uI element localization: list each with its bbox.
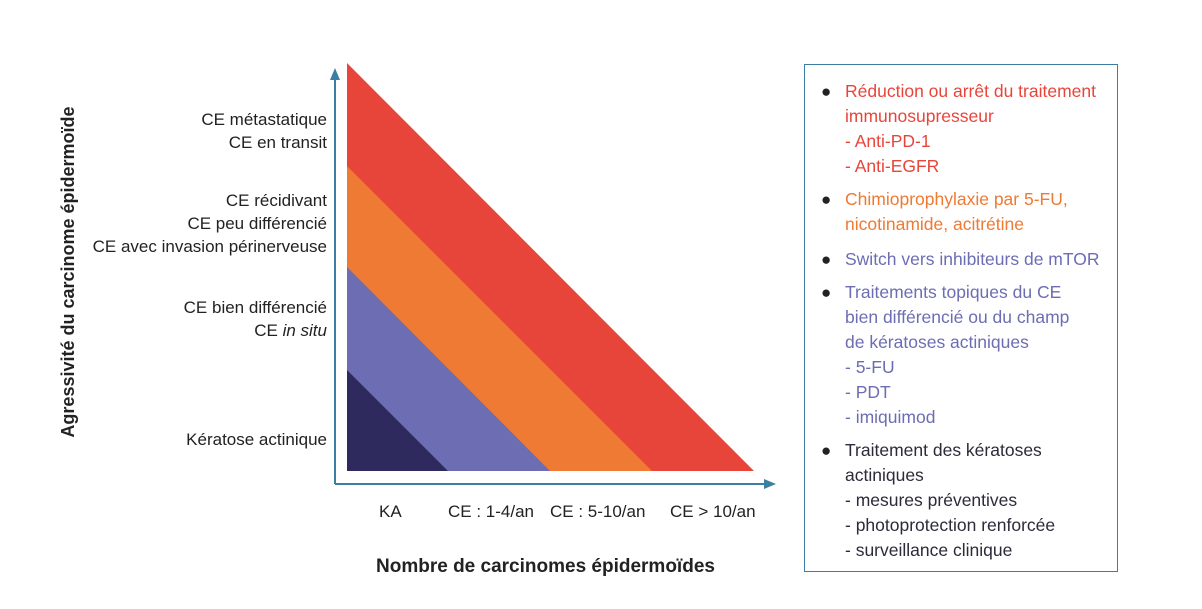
row-label-line: CE récidivant [225, 191, 327, 210]
treatment-legend: ● Réduction ou arrêt du traitement immun… [804, 64, 1118, 572]
in-situ-italic: in situ [282, 321, 327, 340]
row-label-well-differentiated: CE bien différencié CE in situ [184, 296, 327, 342]
bullet-icon: ● [821, 441, 832, 460]
row-label-actinic-keratosis: Kératose actinique [186, 428, 327, 451]
x-tick-10-plus: CE > 10/an [670, 502, 756, 521]
legend-line: bien différencié ou du champ [845, 307, 1070, 327]
row-label-line: CE avec invasion périnerveuse [92, 237, 327, 256]
band-purple [347, 267, 550, 471]
band-navy [347, 370, 448, 471]
x-tick-5-10: CE : 5-10/an [550, 502, 646, 521]
legend-line: Réduction ou arrêt du traitement [845, 81, 1096, 101]
row-label-line: Kératose actinique [186, 430, 327, 449]
x-axis-arrow [764, 479, 776, 489]
legend-line: Traitement des kératoses [845, 440, 1042, 460]
bullet-icon: ● [821, 190, 832, 209]
legend-sub: - Anti-EGFR [845, 156, 940, 176]
legend-line: Chimioprophylaxie par 5-FU, [845, 189, 1068, 209]
legend-line: Switch vers inhibiteurs de mTOR [845, 249, 1100, 269]
bullet-icon: ● [821, 250, 832, 269]
in-situ-prefix: CE [254, 321, 283, 340]
legend-line: actiniques [845, 465, 924, 485]
legend-sub: - 5-FU [845, 357, 895, 377]
row-label-metastatic: CE métastatique CE en transit [201, 108, 327, 154]
row-label-recurrent: CE récidivant CE peu différencié CE avec… [93, 189, 327, 258]
legend-sub: - mesures préventives [845, 490, 1018, 510]
legend-line: immunosupresseur [845, 106, 994, 126]
y-axis-title: Agressivité du carcinome épidermoïde [58, 106, 78, 438]
row-label-line: CE peu différencié [187, 214, 327, 233]
x-axis-title: Nombre de carcinomes épidermoïdes [376, 556, 715, 577]
legend-sub: - photoprotection renforcée [845, 515, 1056, 535]
y-axis-arrow [330, 68, 340, 80]
x-tick-ka: KA [379, 502, 402, 521]
legend-sub: - imiquimod [845, 407, 936, 427]
row-label-line: CE bien différencié [183, 298, 327, 317]
legend-sub: - PDT [845, 382, 891, 402]
row-label-line: CE in situ [184, 319, 327, 342]
legend-line: Traitements topiques du CE [845, 282, 1062, 302]
legend-sub: - Anti-PD-1 [845, 131, 931, 151]
row-label-line: CE en transit [228, 133, 327, 152]
bullet-icon: ● [821, 82, 832, 101]
row-label-line: CE métastatique [201, 110, 327, 129]
bullet-icon: ● [821, 283, 832, 302]
legend-line: nicotinamide, acitrétine [845, 214, 1024, 234]
legend-line: de kératoses actiniques [845, 332, 1029, 352]
legend-sub: - surveillance clinique [845, 540, 1013, 560]
x-tick-1-4: CE : 1-4/an [448, 502, 534, 521]
